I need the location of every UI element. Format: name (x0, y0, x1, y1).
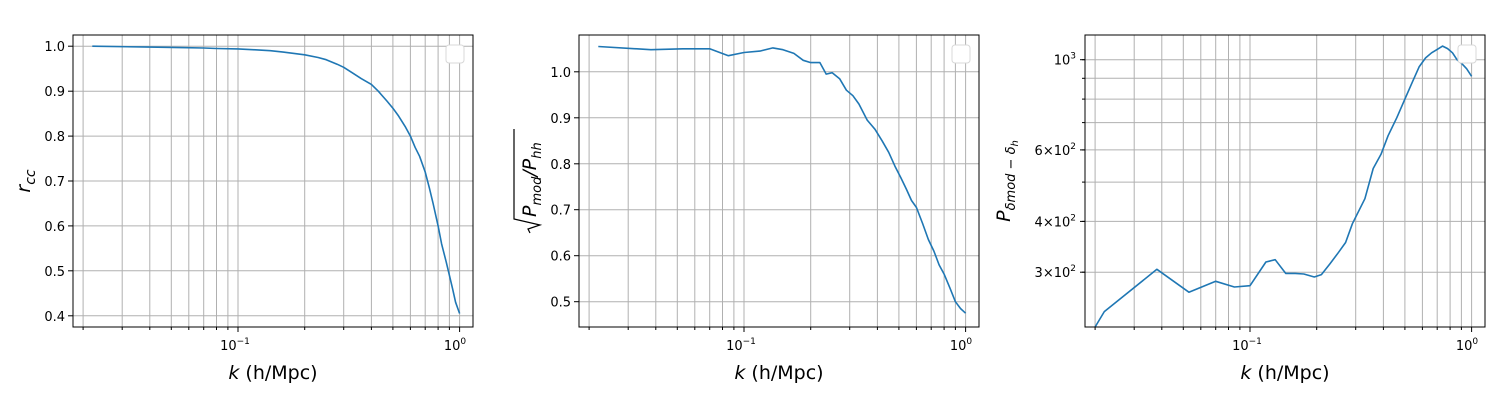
panel-2-xtick-label-1: 100 (950, 337, 973, 354)
panel-2-y-axis-label: Pmod/Phh (513, 129, 545, 234)
panel-3-y-axis-label: Pδmod − δh (993, 140, 1021, 222)
y-tick-label: 0.9 (44, 85, 65, 100)
y-tick-label: 0.6 (44, 220, 65, 235)
y-tick-label: 0.8 (44, 130, 65, 145)
panel-3-ytick-label-300: 3×102 (1035, 264, 1076, 281)
y-tick-label: 0.4 (44, 310, 65, 325)
panel-3-ticks (1080, 59, 1473, 332)
panel-2-series-line (598, 45, 967, 314)
y-tick-label: 0.9 (550, 112, 571, 127)
panel-1-grid (73, 35, 473, 327)
panel-2-xtick-label-0.1: 10−1 (726, 337, 756, 354)
panel-3-legend (1457, 44, 1477, 64)
y-tick-label: 0.5 (44, 265, 65, 280)
panel-3-xtick-label-1: 100 (1456, 337, 1479, 354)
panel-3: k (h/Mpc) Pδmod − δh 10−1 100 3×102 4×10… (993, 34, 1486, 384)
panel-1-xtick-label-0.1: 10−1 (220, 337, 250, 354)
panel-2-axes-frame (578, 34, 980, 328)
sqrt-radical-icon (513, 129, 543, 234)
panel-3-xtick-label-0.1: 10−1 (1232, 337, 1262, 354)
panel-3-series-line (1094, 45, 1473, 328)
panel-1-ticks: 0.4 0.5 0.6 0.7 0.8 0.9 1.0 (44, 40, 461, 332)
panel-3-grid (1085, 35, 1485, 327)
panel-3-ytick-label-600: 6×102 (1035, 142, 1076, 159)
y-tick-label: 0.7 (44, 175, 65, 190)
panel-2: 0.5 0.6 0.7 0.8 0.9 1.0 k (h/Mpc) Pmod/Phh 10… (513, 34, 980, 384)
y-tick-label: 1.0 (44, 40, 65, 55)
panel-3-ytick-label-1000: 103 (1054, 52, 1076, 69)
panel-2-grid (579, 35, 979, 327)
panel-1-series-line (92, 45, 461, 314)
panel-1-legend (445, 44, 465, 64)
panel-3-ytick-label-400: 4×102 (1035, 213, 1076, 230)
y-tick-label: 1.0 (550, 66, 571, 81)
panel-2-ticks: 0.5 0.6 0.7 0.8 0.9 1.0 (550, 66, 967, 332)
y-tick-label: 0.8 (550, 158, 571, 173)
panel-1-x-axis-label: k (h/Mpc) (228, 362, 317, 384)
panel-1-axes-frame (72, 34, 474, 328)
svg-text:Pmod/Phh: Pmod/Phh (519, 142, 545, 217)
y-tick-label: 0.5 (550, 296, 571, 311)
panel-1-y-axis-label: rcc (13, 169, 39, 193)
panel-3-axes-frame (1084, 34, 1486, 328)
panel-3-x-axis-label: k (h/Mpc) (1240, 362, 1329, 384)
y-tick-label: 0.6 (550, 250, 571, 265)
y-tick-label: 0.7 (550, 204, 571, 219)
panel-2-x-axis-label: k (h/Mpc) (734, 362, 823, 384)
panel-1-xtick-label-1: 100 (444, 337, 467, 354)
panel-1: 0.4 0.5 0.6 0.7 0.8 0.9 1.0 k (h/Mpc) rcc 10−1… (13, 34, 474, 384)
panel-2-legend (951, 44, 971, 64)
